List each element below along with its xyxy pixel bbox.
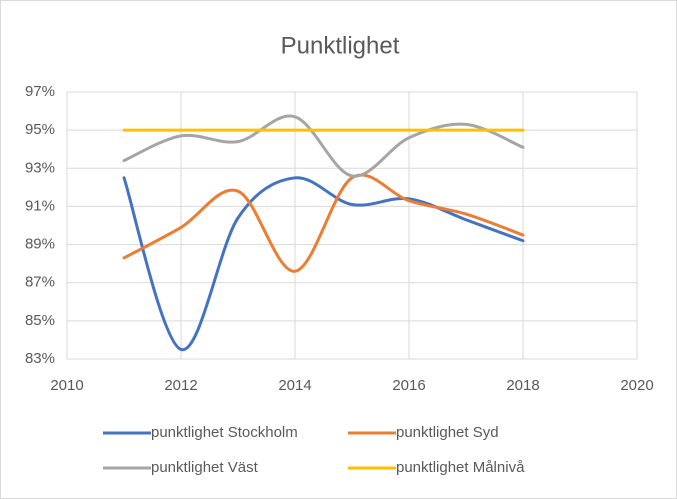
y-tick-label: 97% [25, 83, 55, 100]
legend-label: punktlighet Väst [151, 459, 259, 476]
y-tick-label: 91% [25, 197, 55, 214]
legend-label: punktlighet Syd [396, 424, 499, 441]
y-tick-label: 89% [25, 236, 55, 253]
series-line [122, 176, 525, 351]
y-tick-label: 83% [25, 350, 55, 367]
x-tick-label: 2012 [164, 377, 197, 394]
y-tick-label: 87% [25, 274, 55, 291]
x-tick-label: 2010 [50, 377, 83, 394]
y-tick-label: 85% [25, 312, 55, 329]
chart-title: Punktlighet [281, 32, 400, 59]
legend-label: punktlighet Stockholm [151, 424, 298, 441]
x-tick-label: 2020 [620, 377, 653, 394]
x-tick-label: 2014 [278, 377, 311, 394]
series-line [122, 114, 525, 178]
y-tick-label: 93% [25, 159, 55, 176]
y-tick-label: 95% [25, 121, 55, 138]
x-tick-label: 2018 [506, 377, 539, 394]
series-line [122, 173, 525, 273]
legend-label: punktlighet Målnivå [396, 459, 525, 476]
x-tick-label: 2016 [392, 377, 425, 394]
